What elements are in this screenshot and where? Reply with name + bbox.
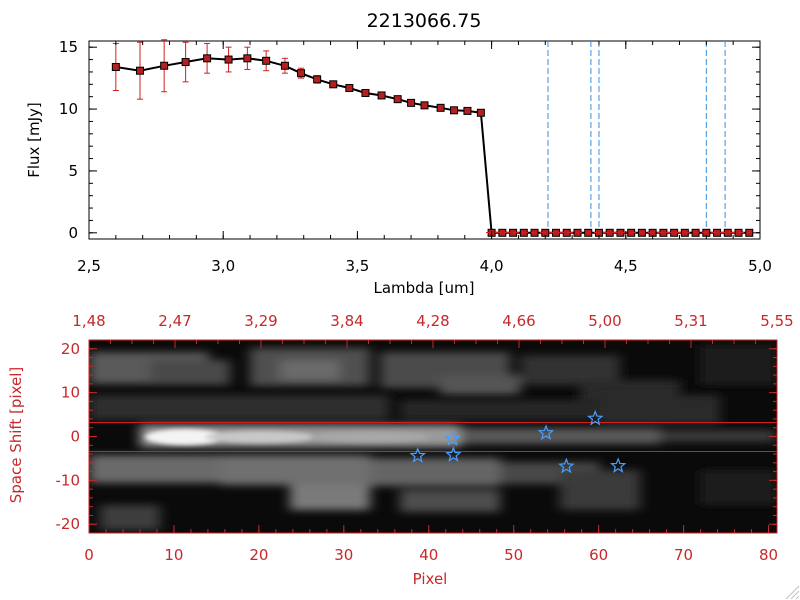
pixel-tick-label: 50 — [504, 546, 523, 564]
data-point — [329, 80, 338, 89]
vertical-line-group — [547, 41, 726, 239]
data-point — [463, 106, 472, 115]
data-point — [203, 54, 212, 63]
data-point — [476, 108, 485, 117]
wavelength-tick-label: 3,84 — [330, 312, 363, 330]
y-tick-label: 0 — [68, 224, 78, 242]
wavelength-tick-label: 1,48 — [72, 312, 105, 330]
x-tick-label: 3,0 — [211, 257, 235, 275]
pixel-tick-label: 70 — [674, 546, 693, 564]
star-marker — [537, 424, 555, 441]
pixel-tick-label: 0 — [84, 546, 94, 564]
pixel-tick-label: 10 — [164, 546, 183, 564]
flux-line — [115, 57, 750, 234]
space-shift-tick-label: -20 — [56, 515, 81, 533]
y-tick-label: 15 — [59, 38, 78, 56]
data-point — [420, 101, 429, 110]
data-point — [436, 103, 445, 112]
pixel-tick-label: 60 — [589, 546, 608, 564]
star-marker — [409, 447, 427, 463]
resize-grip-icon[interactable] — [785, 585, 800, 600]
data-point — [345, 84, 354, 93]
x-tick-label: 4,5 — [614, 257, 638, 275]
space-shift-tick-label: 10 — [61, 384, 80, 402]
chart-title: 2213066.75 — [367, 10, 482, 32]
x-tick-label: 4,0 — [480, 257, 504, 275]
top-plot-frame — [88, 40, 761, 240]
x-tick-label: 2,5 — [77, 257, 101, 275]
wavelength-tick-label: 4,28 — [416, 312, 449, 330]
wavelength-tick-label: 5,31 — [674, 312, 707, 330]
wavelength-tick-label: 5,55 — [760, 312, 793, 330]
marker-group — [111, 54, 754, 237]
wavelength-tick-label: 4,66 — [502, 312, 535, 330]
star-marker — [586, 409, 604, 426]
data-point — [111, 62, 120, 71]
data-point — [393, 95, 402, 104]
pixel-axis-label: Pixel — [413, 570, 448, 588]
wavelength-tick-label: 2,47 — [158, 312, 191, 330]
pixel-tick-label: 30 — [334, 546, 353, 564]
data-point — [181, 58, 190, 67]
pixel-tick-label: 80 — [759, 546, 778, 564]
star-marker — [609, 457, 627, 473]
data-point — [407, 98, 416, 107]
x-tick-label: 5,0 — [748, 257, 772, 275]
wavelength-tick-label: 5,00 — [588, 312, 621, 330]
y-axis-label: Flux [mJy] — [25, 102, 43, 178]
data-point — [135, 66, 144, 75]
data-point — [280, 61, 289, 70]
space-shift-tick-label: 20 — [61, 340, 80, 358]
data-point — [297, 69, 306, 78]
bottom-x-axis-ticks: 0 10 20 30 40 50 60 70 80 — [84, 525, 778, 564]
wavelength-tick-label: 3,29 — [244, 312, 277, 330]
data-point — [243, 54, 252, 63]
spectrum-image — [89, 340, 777, 533]
top-wavelength-axis-ticks: 1,48 2,47 3,29 3,84 4,28 4,66 5,00 5,31 5,55 — [72, 312, 794, 348]
x-axis-label: Lambda [um] — [374, 279, 475, 297]
space-shift-tick-label: -10 — [56, 471, 81, 489]
x-axis-ticks: 2,5 3,0 3,5 4,0 4,5 5,0 — [77, 41, 772, 275]
star-marker — [444, 430, 461, 446]
star-markers — [409, 409, 627, 474]
star-marker — [445, 446, 462, 462]
pixel-tick-label: 20 — [249, 546, 268, 564]
data-point — [377, 91, 386, 100]
data-point — [262, 56, 271, 65]
data-point — [160, 61, 169, 70]
y-axis-ticks: 0 5 10 15 — [59, 38, 760, 242]
bottom-y-axis-ticks: -20 -10 0 10 20 — [56, 339, 777, 534]
y-tick-label: 10 — [59, 100, 78, 118]
space-shift-tick-label: 0 — [70, 428, 80, 446]
data-point — [361, 88, 370, 97]
data-point — [313, 75, 322, 84]
data-point — [224, 55, 233, 64]
star-marker — [558, 457, 575, 474]
data-point — [450, 106, 459, 115]
series-line — [115, 57, 750, 234]
x-tick-label: 3,5 — [345, 257, 369, 275]
y-tick-label: 5 — [68, 162, 78, 180]
pixel-tick-label: 40 — [419, 546, 438, 564]
space-shift-axis-label: Space Shift [pixel] — [7, 367, 25, 504]
